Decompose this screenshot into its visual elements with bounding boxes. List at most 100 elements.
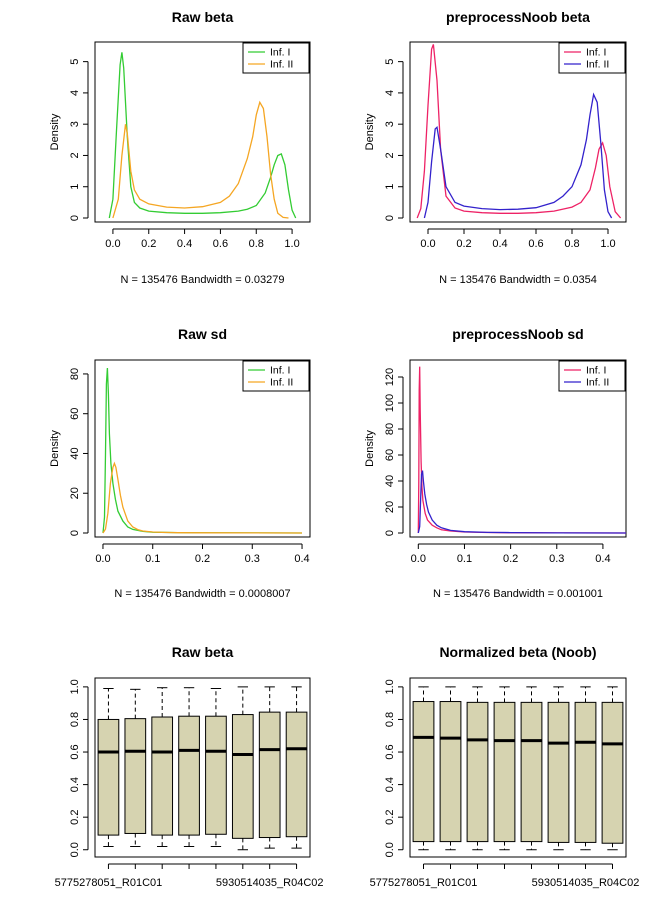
y-tick-label: 0.2 — [69, 810, 81, 825]
x-tick-label: 0.4 — [294, 553, 309, 565]
box-body — [231, 714, 254, 839]
y-axis: 0.0 0.2 0.4 0.6 0.8 1.0 — [69, 679, 89, 857]
box-body — [601, 701, 624, 844]
x-tick-label: 0.1 — [145, 553, 160, 565]
x-tick-label: 0.1 — [457, 553, 472, 565]
legend-label: Inf. II — [586, 377, 609, 389]
box-6 — [547, 686, 570, 851]
x-axis-title: N = 135476 Bandwidth = 0.0008007 — [114, 588, 290, 600]
y-tick-label: 0.0 — [384, 842, 396, 857]
density-line-inf-ii — [423, 92, 613, 219]
x-tick-label: 0.8 — [249, 238, 264, 250]
x-tick-label: 1.0 — [600, 238, 615, 250]
chart-panel-3: Raw sd 0 20 40 60 80 Density 0.0 0.1 0.2 0.3 0.4 N =… — [49, 326, 311, 600]
legend-box — [242, 42, 310, 74]
box-body — [520, 701, 543, 843]
y-tick-label: 0.8 — [384, 712, 396, 727]
x-tick-label: 0.8 — [564, 238, 579, 250]
legend-box — [558, 42, 626, 74]
plot-frame — [94, 677, 311, 858]
x-axis: 0.0 0.2 0.4 0.6 0.8 1.0 — [105, 228, 300, 250]
x-axis: 0.0 0.2 0.4 0.6 0.8 1.0 — [420, 228, 616, 250]
density-line-inf-ii — [417, 470, 627, 534]
x-tick-label-first: 5775278051_R01C01 — [370, 877, 478, 889]
y-axis: 0 1 2 3 4 5 — [69, 59, 89, 221]
legend-label: Inf. II — [586, 59, 609, 71]
y-axis-title: Density — [364, 430, 376, 467]
y-tick-label: 4 — [384, 90, 396, 96]
x-tick-label: 0.2 — [503, 553, 518, 565]
x-tick-label: 0.2 — [195, 553, 210, 565]
plot-frame — [409, 677, 627, 858]
box-body — [285, 711, 308, 838]
y-tick-label: 120 — [384, 368, 396, 386]
density-line-inf-ii — [112, 100, 289, 219]
box-body — [97, 718, 120, 836]
legend-label: Inf. II — [270, 59, 293, 71]
legend-box — [558, 360, 626, 392]
x-tick-label: 0.3 — [549, 553, 564, 565]
x-axis: 0.0 0.1 0.2 0.3 0.4 — [411, 543, 611, 565]
y-tick-label: 2 — [69, 152, 81, 158]
box-8 — [285, 686, 308, 849]
y-tick-label: 20 — [69, 487, 81, 499]
box-1 — [412, 686, 435, 851]
chart-panel-6: Normalized beta (Noob) 0.0 0.2 0.4 0.6 0.8 1.0… — [370, 644, 640, 889]
y-tick-label: 5 — [69, 59, 81, 65]
box-body — [412, 701, 435, 843]
box-body — [466, 701, 489, 843]
x-tick-label: 0.6 — [213, 238, 228, 250]
y-tick-label: 40 — [69, 447, 81, 459]
legend-box — [242, 360, 310, 392]
y-tick-label: 0.0 — [69, 842, 81, 857]
box-body — [258, 711, 281, 839]
box-5 — [520, 686, 543, 851]
legend-label: Inf. II — [270, 377, 293, 389]
density-line-inf-i — [102, 367, 303, 534]
y-tick-label: 1.0 — [384, 679, 396, 694]
x-tick-label: 0.4 — [595, 553, 610, 565]
boxes — [412, 686, 624, 851]
plot-frame — [94, 359, 311, 538]
chart-title: preprocessNoob beta — [446, 9, 590, 25]
box-4 — [493, 686, 516, 851]
chart-panel-4: preprocessNoob sd 0 20 40 60 80 100 120 Density 0… — [364, 326, 627, 600]
x-tick-label: 0.0 — [105, 238, 120, 250]
y-tick-label: 0.2 — [384, 810, 396, 825]
density-line-inf-ii — [102, 461, 303, 534]
box-3 — [151, 687, 174, 847]
chart-title: Normalized beta (Noob) — [439, 644, 596, 660]
box-3 — [466, 686, 489, 851]
y-axis-title: Density — [49, 113, 61, 150]
box-body — [178, 715, 200, 836]
x-axis-title: N = 135476 Bandwidth = 0.0354 — [439, 274, 597, 286]
chart-panel-1: Raw beta 0 1 2 3 4 5 Density 0.0 0.2 0.4 0.6 0.8 1.0 N… — [49, 9, 311, 286]
box-body — [547, 701, 570, 843]
y-tick-label: 0 — [69, 215, 81, 221]
y-tick-label: 40 — [384, 475, 396, 487]
y-tick-label: 0 — [384, 530, 396, 536]
y-tick-label: 0.6 — [69, 744, 81, 759]
y-tick-label: 2 — [384, 152, 396, 158]
x-tick-label: 0.4 — [177, 238, 192, 250]
y-axis-title: Density — [364, 113, 376, 150]
x-axis-title: N = 135476 Bandwidth = 0.03279 — [121, 274, 285, 286]
y-axis: 0 1 2 3 4 5 — [384, 59, 404, 221]
legend-label: Inf. I — [270, 365, 290, 377]
box-body — [574, 701, 597, 843]
box-body — [124, 718, 147, 834]
y-tick-label: 0 — [69, 530, 81, 536]
x-tick-label: 0.0 — [411, 553, 426, 565]
plot-frame — [409, 41, 627, 223]
legend-label: Inf. I — [586, 47, 606, 59]
x-tick-label: 0.2 — [456, 238, 471, 250]
box-4 — [178, 687, 200, 847]
y-tick-label: 20 — [384, 501, 396, 513]
density-line-inf-i — [416, 44, 622, 219]
legend-label: Inf. I — [270, 47, 290, 59]
